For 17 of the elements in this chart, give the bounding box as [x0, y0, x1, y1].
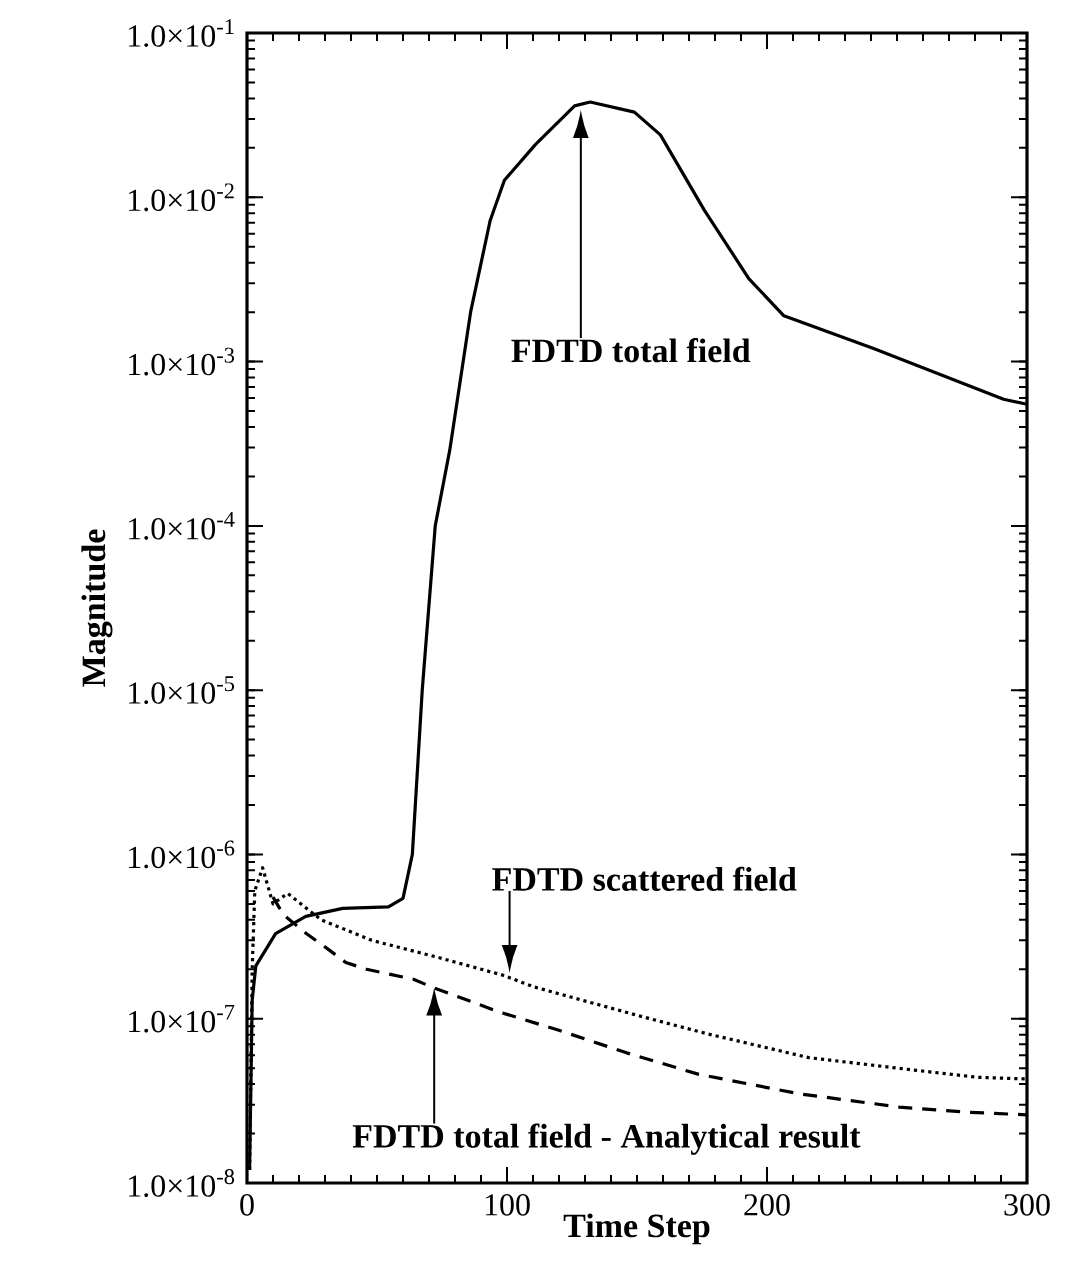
y-tick-label: 1.0×10$^{-4}$	[129, 512, 235, 540]
annotation: FDTD scattered field	[492, 866, 797, 891]
y-tick-label: 1.0×10$^{-2}$	[129, 183, 234, 212]
x-tick-label: 100	[485, 1194, 530, 1216]
y-tick-label: 1.0×10$^{-6}$	[129, 840, 235, 869]
y-tick-label: 1.0×10$^{-3}$	[129, 347, 235, 376]
x-axis-title: Time Step	[563, 1213, 710, 1245]
y-tick-label: 1.0×10$^{-1}$	[129, 19, 234, 47]
annotation: FDTD total field - Analytical result	[352, 1123, 861, 1155]
y-tick-label: 1.0×10$^{-7}$	[129, 1004, 235, 1033]
y-tick-label: 1.0×10$^{-8}$	[129, 1169, 235, 1197]
x-tick-label: 0	[240, 1194, 254, 1216]
x-tick-label: 300	[1004, 1194, 1050, 1216]
x-tick-label: 200	[744, 1194, 790, 1216]
y-tick-label: 1.0×10$^{-5}$	[129, 676, 235, 704]
annotation: FDTD total field	[511, 338, 751, 363]
y-axis-title: Magnitude	[81, 529, 113, 687]
